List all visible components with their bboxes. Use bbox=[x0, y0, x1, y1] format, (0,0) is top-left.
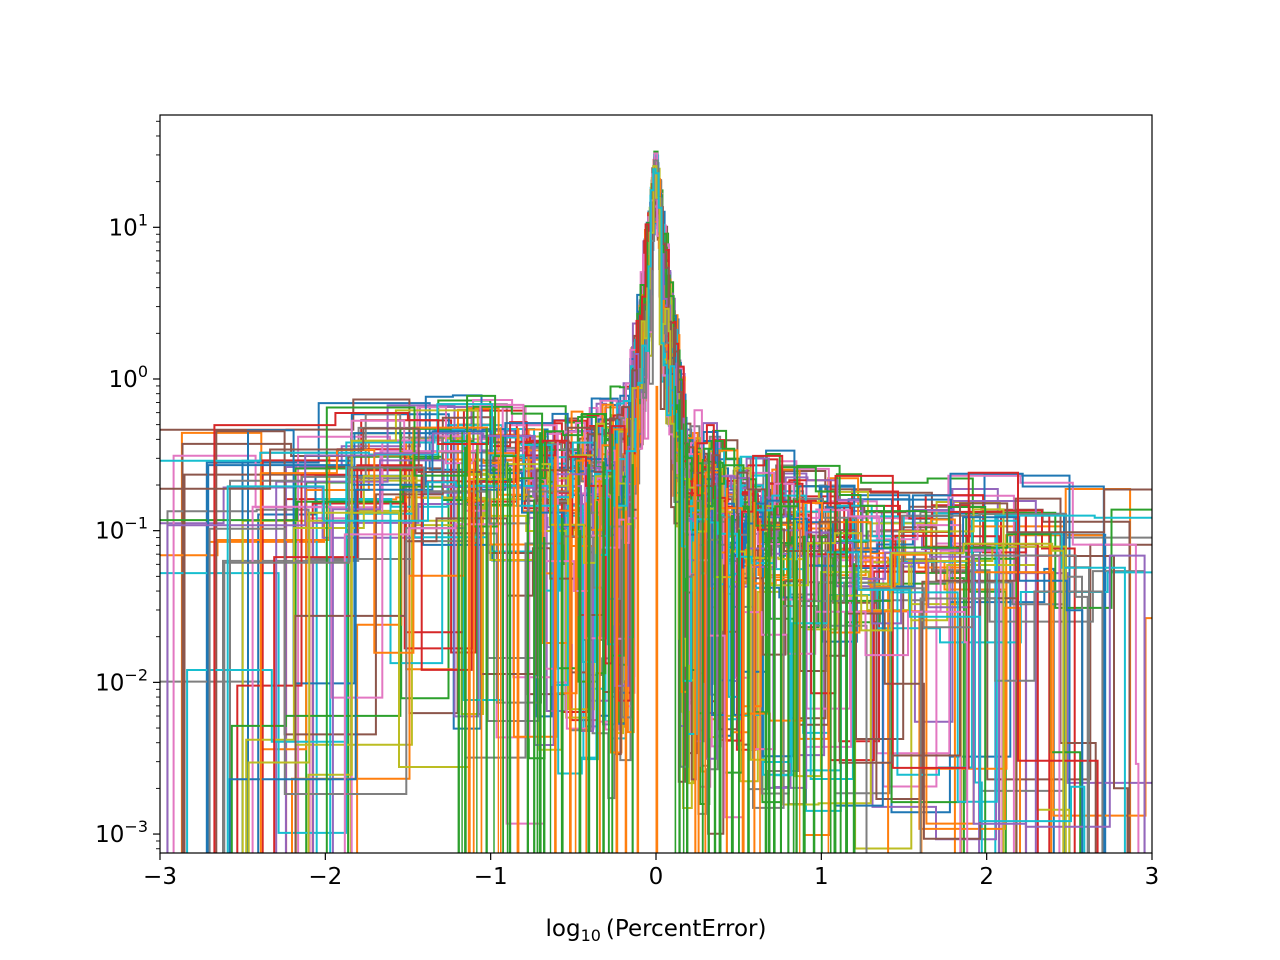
histogram-bar bbox=[636, 385, 640, 853]
x-tick-label: 3 bbox=[1145, 864, 1160, 890]
histogram-bar bbox=[704, 484, 707, 853]
x-tick-label: 2 bbox=[979, 864, 994, 890]
histogram-bar bbox=[820, 536, 823, 853]
x-tick-label: 1 bbox=[814, 864, 829, 890]
histogram-bar bbox=[674, 385, 677, 853]
x-tick-label: −2 bbox=[308, 864, 342, 890]
histogram-bar bbox=[538, 432, 542, 853]
y-axis: 10−3 10−2 10−1 100 101 bbox=[95, 120, 160, 850]
histogram-bar bbox=[718, 460, 722, 853]
y-tick-label: 10−2 bbox=[95, 665, 148, 696]
histogram-bar bbox=[536, 511, 539, 853]
histogram-bar bbox=[502, 436, 504, 853]
histogram-bar bbox=[554, 456, 557, 853]
histogram-step-line bbox=[226, 168, 1086, 853]
histogram-bar bbox=[764, 532, 768, 853]
histogram-bar bbox=[509, 467, 512, 853]
x-axis: −3 −2 −1 0 1 2 3 bbox=[143, 853, 1159, 890]
histogram-bar bbox=[799, 489, 801, 853]
x-axis-label-base: log bbox=[546, 916, 581, 942]
histogram-bar bbox=[701, 459, 704, 853]
histogram-bar bbox=[655, 385, 659, 853]
y-tick-label: 101 bbox=[109, 210, 148, 241]
x-tick-label: −3 bbox=[143, 864, 177, 890]
histogram-bar bbox=[852, 563, 856, 853]
y-tick-label: 10−1 bbox=[95, 514, 148, 545]
histogram-bar bbox=[578, 529, 582, 853]
histogram-bar bbox=[833, 551, 837, 853]
histogram-bar bbox=[464, 446, 467, 853]
histogram-series bbox=[226, 168, 1086, 853]
histogram-bar bbox=[497, 468, 499, 853]
histogram-bar bbox=[615, 443, 619, 853]
series-layer bbox=[160, 150, 1152, 853]
histogram-bar bbox=[457, 464, 460, 853]
x-tick-label: 0 bbox=[649, 864, 664, 890]
histogram-series bbox=[160, 183, 1152, 764]
histogram-bar bbox=[787, 495, 790, 853]
histogram-bar bbox=[516, 428, 520, 853]
histogram-bar bbox=[697, 533, 700, 853]
histogram-bar bbox=[476, 445, 478, 853]
histogram-bar bbox=[461, 431, 463, 853]
histogram-bar bbox=[560, 517, 564, 853]
histogram-bar bbox=[713, 485, 717, 853]
histogram-bar bbox=[839, 531, 842, 853]
histogram-bar bbox=[759, 518, 761, 853]
central-bars bbox=[457, 385, 856, 853]
y-tick-label: 10−3 bbox=[95, 817, 148, 848]
histogram-bar bbox=[549, 465, 552, 853]
histogram-bar bbox=[678, 399, 681, 853]
histogram-bar bbox=[738, 529, 740, 853]
histogram-bar bbox=[741, 568, 745, 853]
x-tick-label: −1 bbox=[474, 864, 508, 890]
histogram-bar bbox=[569, 473, 572, 853]
histogram-bar bbox=[596, 501, 598, 853]
histogram-bar bbox=[707, 449, 710, 853]
histogram-bar bbox=[747, 505, 750, 853]
histogram-bar bbox=[493, 467, 495, 853]
histogram-bar bbox=[506, 461, 509, 853]
histogram-bar bbox=[682, 423, 685, 853]
histogram-bar bbox=[585, 502, 587, 853]
x-axis-label-rest: (PercentError) bbox=[606, 916, 767, 942]
histogram-bar bbox=[827, 553, 830, 853]
histogram-step-line bbox=[160, 183, 1152, 764]
histogram-bar bbox=[607, 498, 610, 853]
histogram-bar bbox=[467, 432, 471, 853]
histogram-bar bbox=[587, 464, 591, 853]
histogram-bar bbox=[730, 515, 734, 853]
histogram-bar bbox=[480, 516, 483, 853]
histogram-bar bbox=[631, 464, 634, 853]
histogram-bar bbox=[500, 427, 502, 853]
histogram-bar bbox=[624, 510, 628, 853]
histogram-bar bbox=[829, 509, 832, 853]
histogram-bar bbox=[753, 501, 756, 853]
histogram-bar bbox=[792, 498, 795, 853]
histogram-bar bbox=[686, 443, 689, 853]
histogram-bar bbox=[472, 461, 475, 853]
histogram-bar bbox=[812, 538, 816, 853]
histogram-bar bbox=[725, 487, 728, 853]
histogram-bar bbox=[526, 511, 529, 853]
histogram-bar bbox=[611, 433, 614, 853]
histogram-bar bbox=[795, 560, 798, 853]
histogram-bar bbox=[533, 499, 536, 853]
histogram-bar bbox=[768, 511, 771, 853]
histogram-bar bbox=[574, 475, 577, 853]
x-axis-label-sub: 10 bbox=[581, 926, 601, 945]
histogram-bar bbox=[543, 537, 546, 853]
histogram-bar bbox=[598, 480, 601, 853]
histogram-bar bbox=[779, 483, 782, 853]
histogram-bar bbox=[802, 535, 806, 853]
x-axis-label: log10 (PercentError) bbox=[546, 916, 767, 945]
histogram-bar bbox=[485, 428, 488, 853]
histogram-bar bbox=[845, 518, 848, 853]
histogram-bar bbox=[773, 507, 776, 853]
histogram-bar bbox=[602, 461, 605, 853]
histogram-bar bbox=[694, 441, 697, 853]
y-tick-label: 100 bbox=[109, 362, 148, 393]
